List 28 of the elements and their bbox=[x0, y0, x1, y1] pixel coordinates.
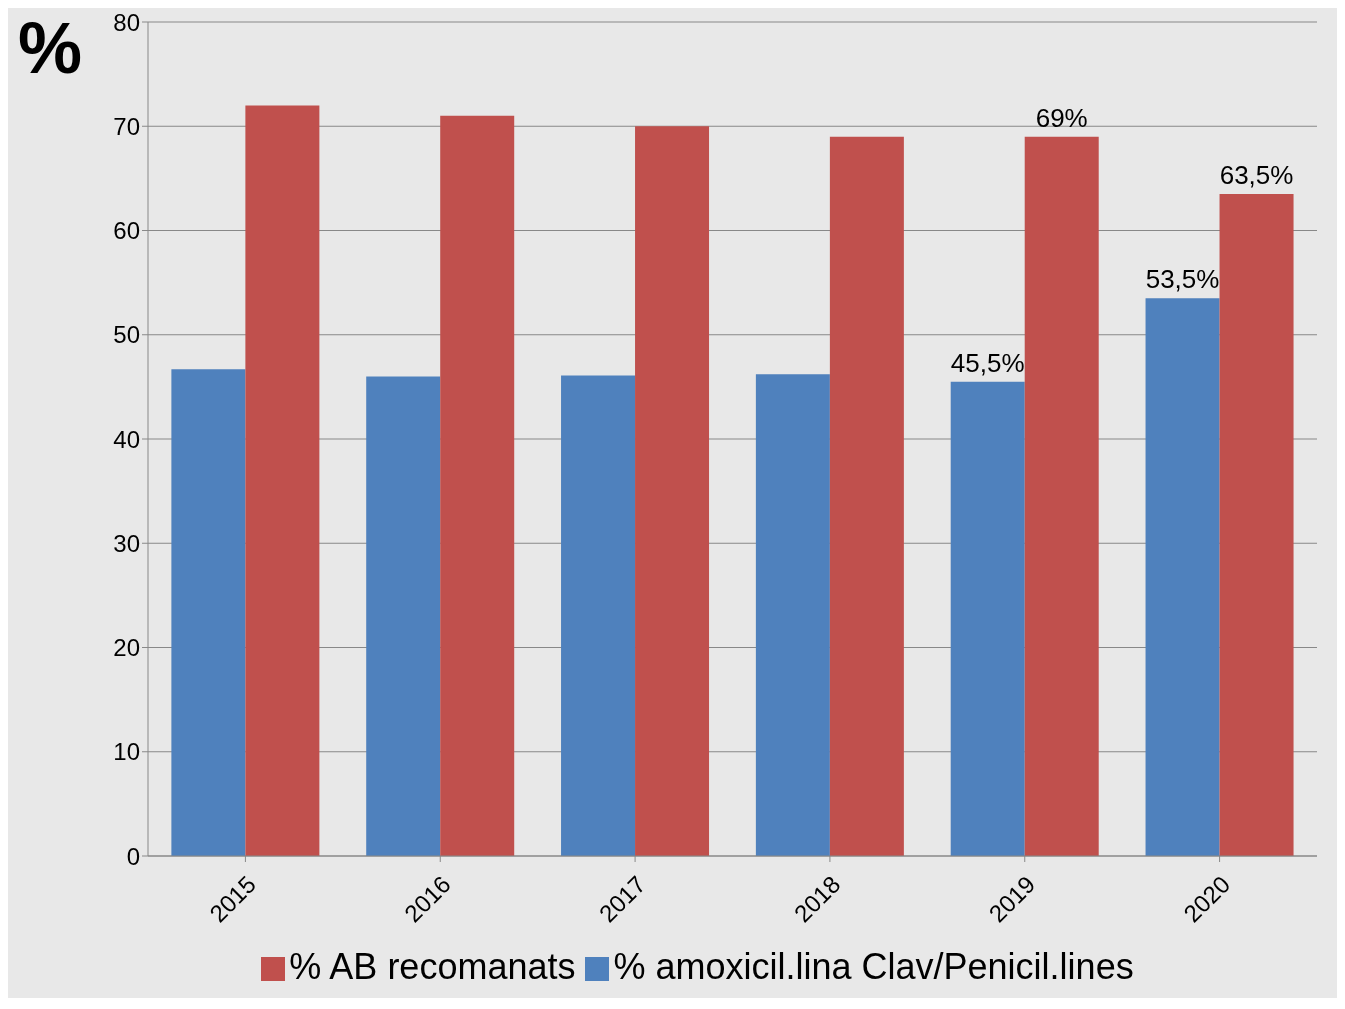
bar bbox=[440, 115, 515, 856]
y-tick-label: 70 bbox=[113, 112, 140, 140]
data-label: 69% bbox=[1035, 102, 1088, 133]
bar bbox=[245, 105, 320, 856]
bar bbox=[171, 369, 246, 856]
bar bbox=[829, 136, 904, 856]
y-tick-label: 30 bbox=[113, 529, 140, 557]
bar bbox=[950, 381, 1025, 856]
y-tick-label: 50 bbox=[113, 321, 140, 349]
legend-label: % AB recomanats bbox=[289, 946, 576, 987]
bar bbox=[366, 376, 441, 856]
data-label: 53,5% bbox=[1145, 264, 1220, 295]
y-tick-label: 40 bbox=[113, 425, 140, 453]
data-label: 45,5% bbox=[950, 347, 1025, 378]
y-tick-label: 60 bbox=[113, 217, 140, 245]
bar bbox=[1024, 136, 1099, 856]
data-label: 63,5% bbox=[1219, 160, 1294, 191]
y-axis-title: % bbox=[18, 8, 83, 88]
y-tick-label: 20 bbox=[113, 634, 140, 662]
y-tick-label: 80 bbox=[113, 8, 140, 36]
bar bbox=[561, 375, 636, 856]
legend-label: % amoxicil.lina Clav/Penicil.lines bbox=[613, 946, 1134, 987]
bar bbox=[755, 374, 830, 856]
bar bbox=[1219, 194, 1294, 856]
y-tick-label: 10 bbox=[113, 738, 140, 766]
y-tick-label: 0 bbox=[126, 842, 140, 870]
bar bbox=[635, 126, 710, 856]
bar bbox=[1145, 298, 1220, 856]
